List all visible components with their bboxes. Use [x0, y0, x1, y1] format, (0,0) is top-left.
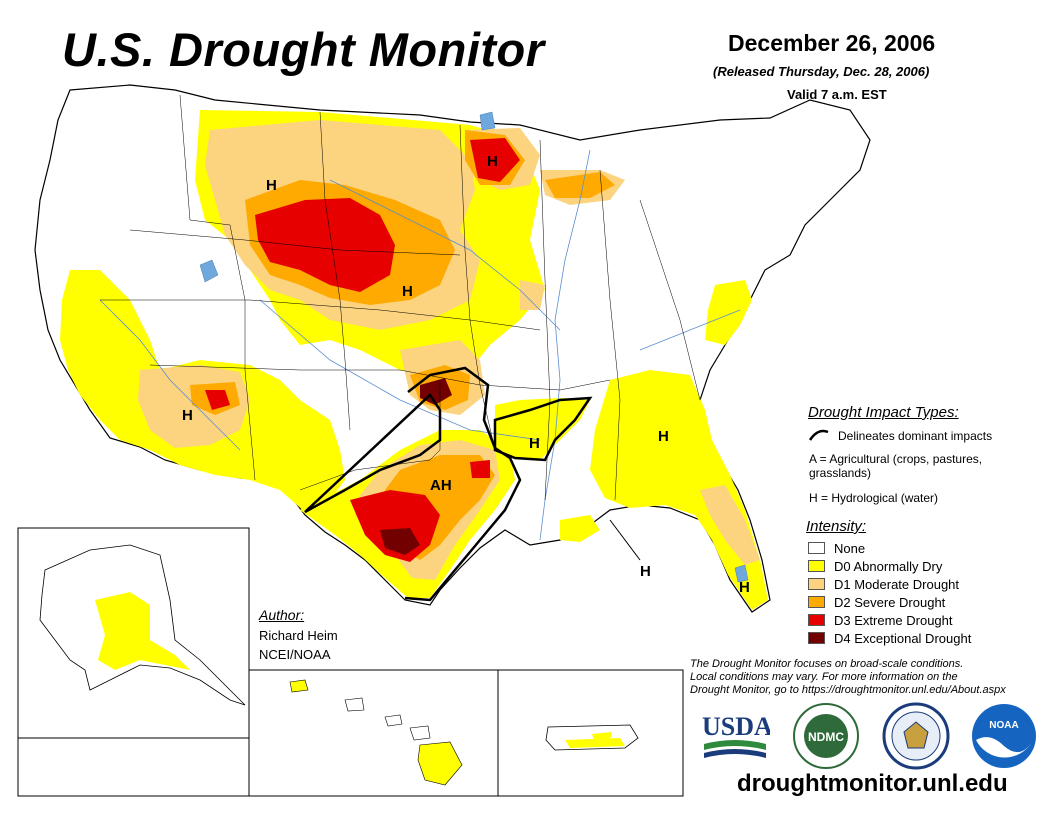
- impact-labels: H H H H AH H H H H: [182, 153, 750, 596]
- impact-line-sample: [808, 429, 829, 441]
- alaska-d0: [95, 592, 190, 670]
- usda-logo: USDA: [702, 712, 770, 758]
- impact-agricultural-text-2: grasslands): [809, 466, 872, 480]
- impact-label: H: [529, 435, 540, 452]
- impact-label: H: [640, 563, 651, 580]
- intensity-legend-item: D1 Moderate Drought: [808, 576, 959, 592]
- legend-label: D3 Extreme Drought: [834, 612, 953, 628]
- impact-boundaries: [304, 366, 593, 602]
- legend-swatch: [808, 560, 825, 572]
- lakes: [199, 111, 749, 583]
- legend-label: D2 Severe Drought: [834, 594, 946, 610]
- author-org: NCEI/NOAA: [259, 647, 331, 662]
- ndmc-logo: NDMC: [793, 703, 859, 769]
- intensity-legend-item: D4 Exceptional Drought: [808, 630, 971, 646]
- footer-note: The Drought Monitor focuses on broad-sca…: [690, 658, 1040, 697]
- legend-swatch: [808, 614, 825, 626]
- legend-label: None: [834, 540, 866, 556]
- noaa-logo: NOAA: [972, 704, 1036, 768]
- h-pointer-line: [609, 519, 641, 561]
- impact-hydrological-text: H = Hydrological (water): [809, 491, 939, 505]
- impact-label: AH: [430, 477, 452, 494]
- hawaii-islands: [289, 679, 463, 786]
- impact-label: H: [402, 283, 413, 300]
- intensity-heading: Intensity:: [806, 518, 867, 535]
- site-url[interactable]: droughtmonitor.unl.edu: [737, 770, 1008, 797]
- state-borders: [100, 94, 701, 501]
- commerce-seal: [882, 702, 950, 770]
- legend-swatch: [808, 542, 825, 554]
- author-heading: Author:: [259, 607, 305, 623]
- map-date: December 26, 2006: [728, 30, 936, 56]
- page-title: U.S. Drought Monitor: [62, 23, 545, 76]
- impact-label: H: [739, 579, 750, 596]
- legend-label: D0 Abnormally Dry: [834, 558, 943, 574]
- impact-label: H: [487, 153, 498, 170]
- valid-time: Valid 7 a.m. EST: [787, 87, 887, 102]
- footer-note-line: Drought Monitor, go to https://droughtmo…: [690, 684, 1006, 696]
- legend-swatch: [808, 632, 825, 644]
- footer-note-line: Local conditions may vary. For more info…: [690, 671, 958, 683]
- impact-label: H: [658, 428, 669, 445]
- noaa-logo-text: NOAA: [989, 720, 1018, 731]
- impact-label: H: [182, 407, 193, 424]
- release-date: (Released Thursday, Dec. 28, 2006): [713, 64, 930, 79]
- footer-note-line: The Drought Monitor focuses on broad-sca…: [690, 658, 964, 670]
- rivers: [99, 149, 741, 541]
- intensity-legend-item: D2 Severe Drought: [808, 594, 945, 610]
- legend-label: D1 Moderate Drought: [834, 576, 960, 592]
- legend-label: D4 Exceptional Drought: [834, 630, 972, 646]
- impact-delineates-text: Delineates dominant impacts: [838, 429, 993, 443]
- usda-logo-text: USDA: [702, 712, 770, 741]
- impact-label: H: [266, 177, 277, 194]
- hawaii-inset-frame: [248, 669, 499, 797]
- puerto-rico-d0: [565, 738, 625, 748]
- legend-swatch: [808, 578, 825, 590]
- impact-agricultural-text: A = Agricultural (crops, pastures,: [809, 452, 983, 466]
- author-name: Richard Heim: [259, 628, 338, 643]
- intensity-legend-item: D0 Abnormally Dry: [808, 558, 942, 574]
- ndmc-logo-text: NDMC: [808, 730, 844, 744]
- intensity-legend-item: D3 Extreme Drought: [808, 612, 953, 628]
- impact-types-heading: Drought Impact Types:: [808, 404, 959, 421]
- intensity-legend-item: None: [808, 540, 865, 556]
- legend-swatch: [808, 596, 825, 608]
